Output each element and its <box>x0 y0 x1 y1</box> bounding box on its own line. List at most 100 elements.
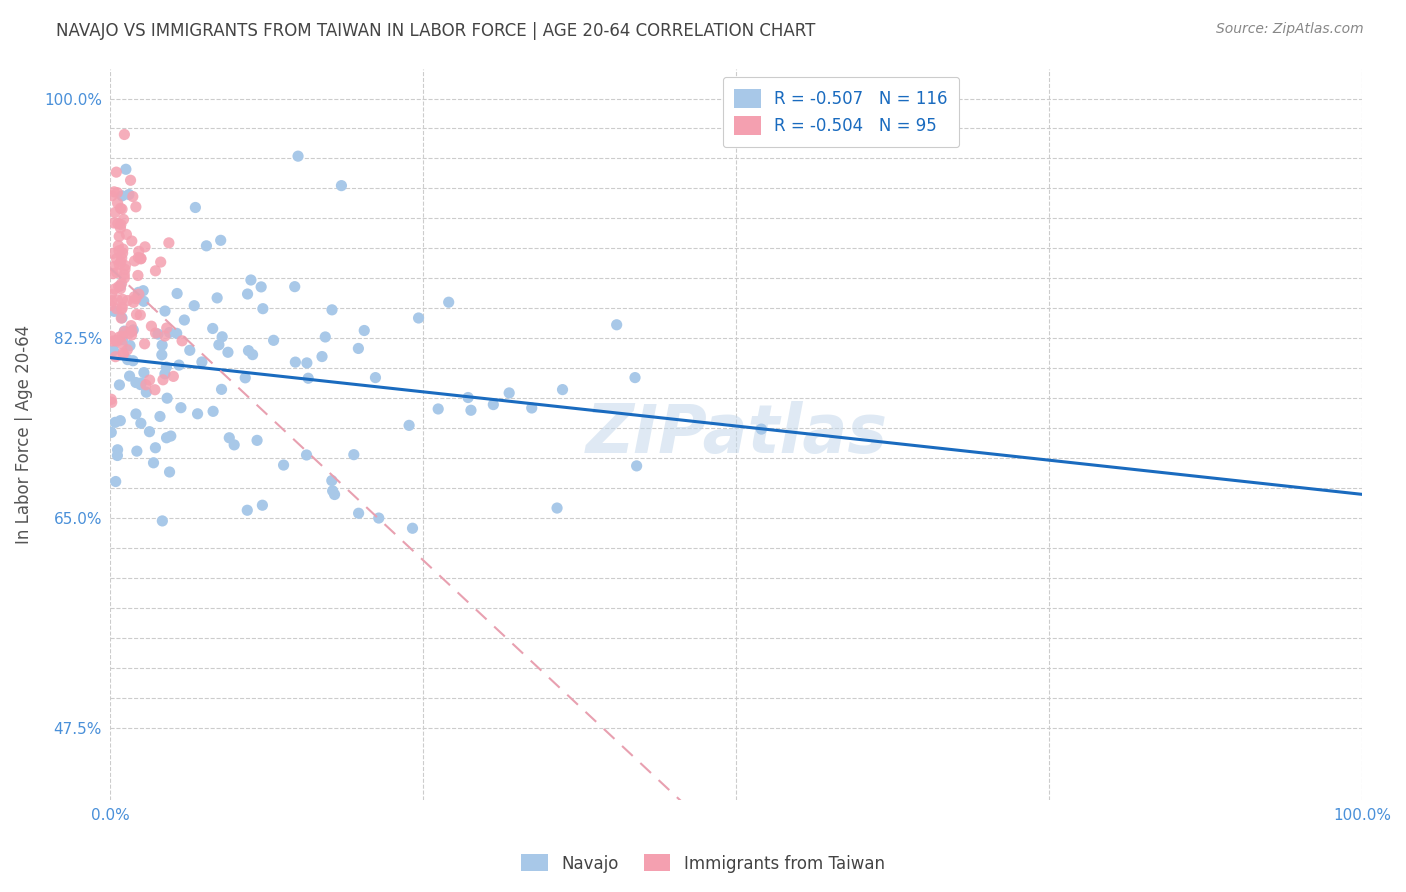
Point <box>460 403 482 417</box>
Text: NAVAJO VS IMMIGRANTS FROM TAIWAN IN LABOR FORCE | AGE 20-64 CORRELATION CHART: NAVAJO VS IMMIGRANTS FROM TAIWAN IN LABO… <box>56 22 815 40</box>
Point <box>166 286 188 301</box>
Point <box>103 343 125 358</box>
Point <box>103 260 125 274</box>
Point <box>209 233 232 247</box>
Point <box>105 334 128 348</box>
Point <box>233 371 256 385</box>
Point <box>364 370 387 384</box>
Point <box>125 200 148 214</box>
Point <box>153 329 176 343</box>
Point <box>162 369 184 384</box>
Point <box>104 282 127 296</box>
Point <box>143 383 166 397</box>
Point <box>120 173 142 187</box>
Point <box>101 334 124 348</box>
Point <box>252 301 274 316</box>
Point <box>110 278 132 293</box>
Point <box>398 418 420 433</box>
Point <box>110 220 132 235</box>
Point <box>520 401 543 415</box>
Point <box>125 444 148 458</box>
Point <box>134 240 156 254</box>
Point <box>263 334 285 348</box>
Point <box>112 346 135 360</box>
Point <box>246 434 269 448</box>
Point <box>111 246 134 260</box>
Point <box>145 326 167 340</box>
Point <box>311 350 333 364</box>
Point <box>134 336 156 351</box>
Point <box>330 178 353 193</box>
Point <box>110 255 132 269</box>
Point <box>110 282 132 296</box>
Point <box>347 342 370 356</box>
Point <box>155 359 177 374</box>
Point <box>150 338 173 352</box>
Point <box>624 370 647 384</box>
Point <box>111 242 134 256</box>
Point <box>107 279 129 293</box>
Point <box>211 330 233 344</box>
Point <box>111 302 134 317</box>
Point <box>112 268 135 282</box>
Point <box>101 188 124 202</box>
Point <box>224 438 246 452</box>
Point <box>110 277 132 291</box>
Point <box>159 326 181 340</box>
Point <box>101 293 124 308</box>
Point <box>100 298 122 312</box>
Point <box>118 326 141 340</box>
Point <box>132 294 155 309</box>
Point <box>111 202 134 216</box>
Point <box>138 425 160 439</box>
Point <box>128 287 150 301</box>
Point <box>121 324 143 338</box>
Point <box>104 205 127 219</box>
Point <box>125 407 148 421</box>
Point <box>172 334 194 348</box>
Point <box>105 265 128 279</box>
Point <box>103 185 125 199</box>
Point <box>273 458 295 472</box>
Y-axis label: In Labor Force | Age 20-64: In Labor Force | Age 20-64 <box>15 325 32 544</box>
Point <box>201 321 224 335</box>
Point <box>157 235 180 250</box>
Point <box>129 377 152 392</box>
Point <box>132 284 155 298</box>
Point <box>239 273 262 287</box>
Point <box>110 202 132 216</box>
Point <box>153 304 176 318</box>
Point <box>111 337 134 351</box>
Point <box>626 458 648 473</box>
Point <box>100 287 122 301</box>
Point <box>179 343 201 358</box>
Point <box>156 321 179 335</box>
Point <box>167 358 190 372</box>
Point <box>101 246 124 260</box>
Point <box>111 301 134 315</box>
Point <box>159 429 181 443</box>
Point <box>125 292 148 306</box>
Point <box>482 398 505 412</box>
Point <box>112 271 135 285</box>
Point <box>107 238 129 252</box>
Point <box>238 343 260 358</box>
Point <box>118 187 141 202</box>
Point <box>100 329 122 343</box>
Point <box>132 366 155 380</box>
Point <box>122 353 145 368</box>
Point <box>145 441 167 455</box>
Point <box>236 503 259 517</box>
Point <box>142 456 165 470</box>
Point <box>427 401 450 416</box>
Point <box>110 311 132 326</box>
Point <box>111 310 134 325</box>
Point <box>401 521 423 535</box>
Point <box>295 448 318 462</box>
Point <box>128 285 150 300</box>
Point <box>112 128 135 142</box>
Point <box>104 415 127 429</box>
Point <box>122 295 145 310</box>
Point <box>184 201 207 215</box>
Point <box>297 371 319 385</box>
